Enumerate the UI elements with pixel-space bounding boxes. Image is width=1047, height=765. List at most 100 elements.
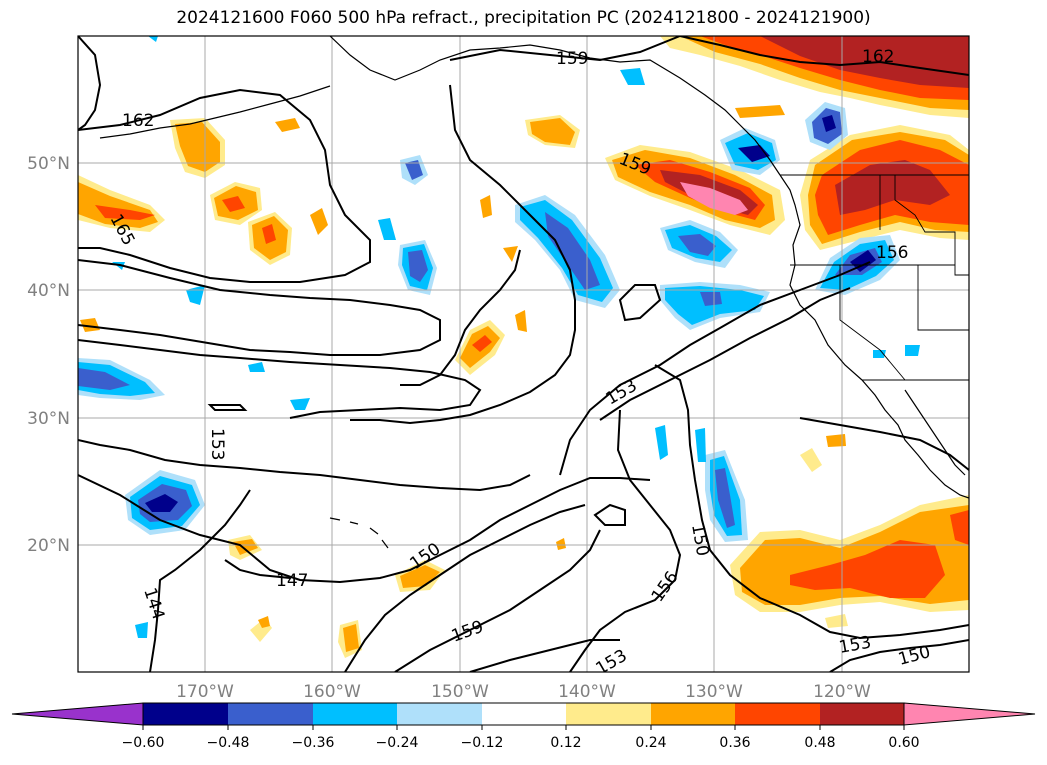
- colorbar-outline: [142, 702, 905, 726]
- precip-region-negative: [715, 468, 735, 528]
- colorbar-segment: [651, 703, 735, 725]
- contour-line: [654, 364, 969, 640]
- colorbar-tick-label: 0.24: [635, 735, 666, 751]
- colorbar-segment: [820, 703, 904, 725]
- precip-region-positive: [790, 540, 945, 598]
- contour-line: [593, 503, 626, 526]
- lat-label: 20°N: [27, 536, 70, 556]
- bc-coastline: [779, 174, 863, 381]
- precip-region-positive: [530, 118, 575, 145]
- precip-region-positive: [480, 195, 492, 218]
- precip-region-positive: [760, 36, 969, 88]
- colorbar: −0.60 −0.48 −0.36 −0.24 −0.12 0.12 0.24 …: [11, 702, 1036, 751]
- precip-region-negative: [678, 234, 716, 256]
- colorbar-segment: [397, 703, 482, 725]
- precip-region-positive: [800, 448, 822, 472]
- contour-line: [78, 439, 531, 492]
- contour-line: [78, 259, 441, 356]
- contour-line: [679, 36, 969, 76]
- precip-region-negative: [822, 115, 836, 132]
- colorbar-tick-label: −0.24: [376, 735, 419, 751]
- contour-line: [78, 339, 482, 419]
- political-borders: [780, 174, 969, 381]
- precip-region-negative: [850, 250, 876, 272]
- contour-label: 162: [862, 47, 894, 67]
- contour-line: [569, 409, 682, 672]
- precip-region-positive: [950, 510, 969, 545]
- coastlines: [99, 36, 969, 549]
- precip-region-positive: [95, 205, 155, 220]
- contour-line: [449, 36, 681, 62]
- contour-label: 156: [876, 243, 908, 263]
- precip-region-positive: [175, 122, 220, 172]
- contour-line: [149, 489, 251, 672]
- lon-label: 150°W: [431, 682, 489, 702]
- refractivity-contours: [78, 36, 969, 672]
- precip-region-positive: [262, 224, 276, 244]
- contour-label: 147: [276, 571, 308, 591]
- colorbar-segment: [482, 703, 566, 725]
- precip-region-negative: [408, 250, 428, 282]
- contour-line: [350, 84, 576, 425]
- precip-region-positive: [310, 208, 328, 235]
- lat-label: 40°N: [27, 281, 70, 301]
- lon-label: 170°W: [176, 682, 234, 702]
- precip-region-negative: [545, 212, 600, 290]
- precip-region-negative: [145, 494, 178, 512]
- contour-line: [394, 529, 601, 672]
- contour-line: [207, 404, 248, 411]
- contour-line: [829, 639, 969, 672]
- precip-region-positive: [472, 335, 492, 352]
- precip-region-negative: [695, 428, 706, 462]
- longitude-labels: 170°W 160°W 150°W 140°W 130°W 120°W: [176, 682, 871, 702]
- contour-line: [469, 639, 620, 672]
- precip-region-negative: [655, 425, 668, 460]
- contour-line: [78, 36, 102, 131]
- latitude-labels: 50°N 40°N 30°N 20°N: [27, 154, 70, 556]
- precip-region-positive: [503, 246, 518, 262]
- precip-region-negative: [873, 350, 886, 358]
- colorbar-tick-label: 0.60: [888, 735, 919, 751]
- alaska-coastline: [329, 36, 781, 176]
- colorbar-tick-label: 0.12: [550, 735, 581, 751]
- precip-region-negative: [290, 398, 310, 410]
- map-panel: 159 162 162 159 165 156 153 153 150 147 …: [78, 36, 969, 672]
- contour-line: [799, 417, 969, 471]
- contour-label: 159: [556, 49, 588, 69]
- colorbar-ticks: [142, 725, 905, 730]
- precip-region-negative: [905, 345, 920, 356]
- colorbar-tick-label: 0.48: [804, 735, 835, 751]
- contour-label: 153: [207, 428, 227, 460]
- contour-line: [559, 261, 871, 476]
- precip-region-negative: [700, 292, 722, 306]
- colorbar-tick-label: −0.36: [292, 735, 335, 751]
- map-frame: [77, 35, 970, 673]
- precip-region-positive: [400, 565, 440, 588]
- contour-line: [224, 559, 291, 579]
- precip-region-negative: [148, 36, 158, 42]
- precip-region-positive: [826, 434, 846, 447]
- aleutian-islands: [99, 85, 331, 139]
- colorbar-segment: [735, 703, 820, 725]
- baja-coastline: [861, 379, 969, 499]
- precip-region-negative: [135, 622, 148, 638]
- contour-line: [78, 474, 651, 584]
- precip-region-positive: [233, 539, 258, 555]
- precip-region-positive: [735, 105, 785, 118]
- contour-label: 162: [122, 111, 154, 131]
- lat-label: 30°N: [27, 409, 70, 429]
- precip-region-positive: [80, 318, 100, 332]
- contour-line: [599, 287, 851, 421]
- precip-region-positive: [275, 118, 300, 132]
- colorbar-extend-max: [903, 702, 1036, 726]
- contour-line: [78, 88, 371, 283]
- colorbar-tick-label: −0.48: [207, 735, 250, 751]
- contour-line: [344, 504, 586, 672]
- precip-region-positive: [258, 616, 270, 628]
- colorbar-segment: [228, 703, 313, 725]
- precip-region-positive: [515, 310, 527, 332]
- colorbar-segment: [566, 703, 651, 725]
- precip-region-negative: [248, 362, 265, 372]
- hawaii-islands: [329, 517, 389, 549]
